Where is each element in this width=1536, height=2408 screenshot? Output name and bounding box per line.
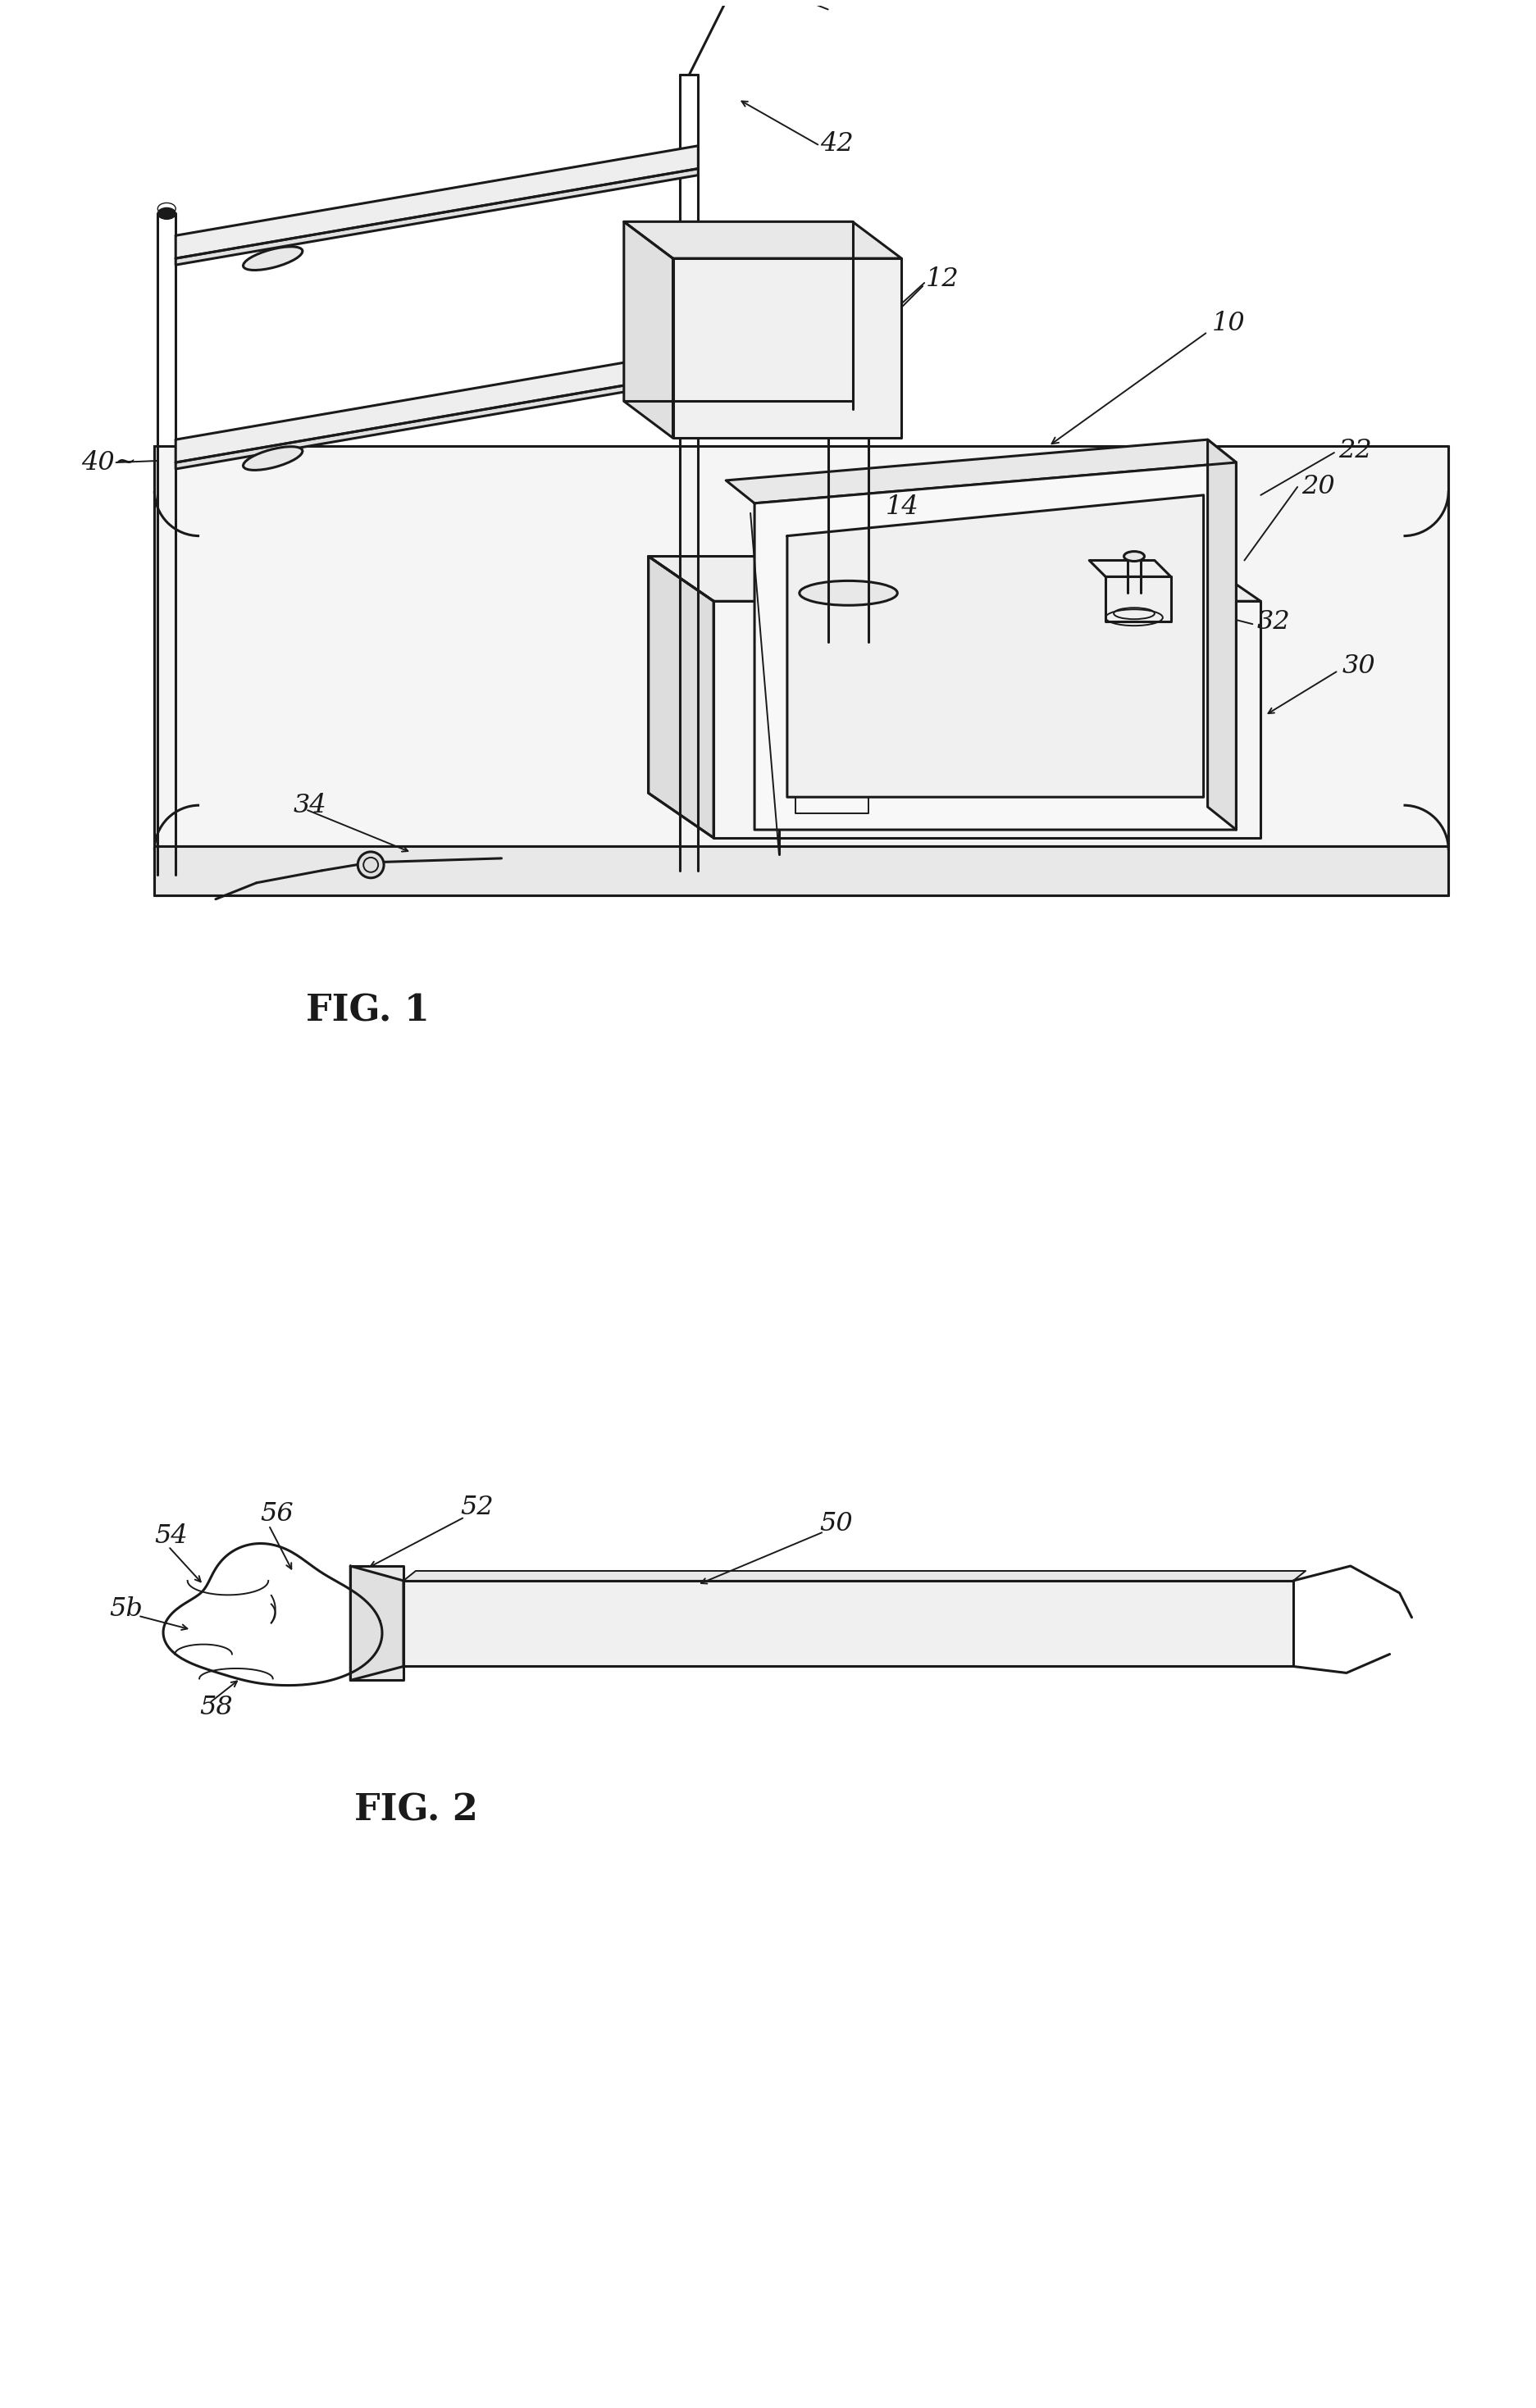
- Text: 30: 30: [1342, 655, 1376, 679]
- Text: 54: 54: [155, 1524, 187, 1548]
- Text: 52: 52: [461, 1495, 495, 1519]
- Polygon shape: [175, 349, 699, 462]
- Polygon shape: [648, 556, 1261, 602]
- Polygon shape: [714, 602, 1261, 838]
- Text: 22: 22: [1338, 438, 1372, 462]
- Polygon shape: [350, 1565, 404, 1681]
- Text: 42: 42: [820, 132, 854, 157]
- Ellipse shape: [243, 246, 303, 270]
- Polygon shape: [1207, 441, 1236, 831]
- Polygon shape: [175, 373, 699, 470]
- Polygon shape: [155, 845, 1448, 896]
- Ellipse shape: [1124, 551, 1144, 561]
- Text: 34: 34: [293, 792, 327, 819]
- Text: 14: 14: [885, 494, 919, 520]
- Polygon shape: [404, 1580, 1293, 1666]
- Text: 50: 50: [820, 1510, 854, 1536]
- Polygon shape: [175, 169, 699, 265]
- Polygon shape: [754, 462, 1236, 831]
- Text: FIG. 2: FIG. 2: [355, 1794, 478, 1828]
- Text: 32: 32: [1256, 609, 1290, 633]
- Text: 56: 56: [261, 1500, 293, 1527]
- Polygon shape: [624, 222, 673, 438]
- Ellipse shape: [799, 631, 897, 655]
- Text: 58: 58: [200, 1695, 233, 1719]
- Polygon shape: [648, 556, 714, 838]
- Text: 12: 12: [926, 267, 960, 291]
- Polygon shape: [175, 147, 699, 258]
- Text: 40~: 40~: [81, 450, 137, 474]
- Text: 20: 20: [1301, 474, 1335, 498]
- Ellipse shape: [158, 207, 175, 219]
- Polygon shape: [624, 222, 902, 258]
- Text: 10: 10: [1212, 311, 1246, 337]
- Polygon shape: [648, 556, 714, 838]
- Ellipse shape: [358, 852, 384, 879]
- Polygon shape: [786, 496, 1204, 797]
- Text: 5b: 5b: [109, 1597, 143, 1623]
- Ellipse shape: [158, 202, 175, 214]
- Polygon shape: [1106, 578, 1170, 621]
- Ellipse shape: [879, 778, 892, 792]
- Ellipse shape: [799, 580, 897, 604]
- Ellipse shape: [243, 445, 303, 470]
- Polygon shape: [155, 445, 1448, 845]
- Polygon shape: [404, 1570, 1306, 1580]
- Polygon shape: [727, 441, 1236, 503]
- Polygon shape: [673, 258, 902, 438]
- Polygon shape: [350, 1565, 404, 1681]
- Text: FIG. 1: FIG. 1: [306, 992, 429, 1028]
- Polygon shape: [1089, 561, 1170, 578]
